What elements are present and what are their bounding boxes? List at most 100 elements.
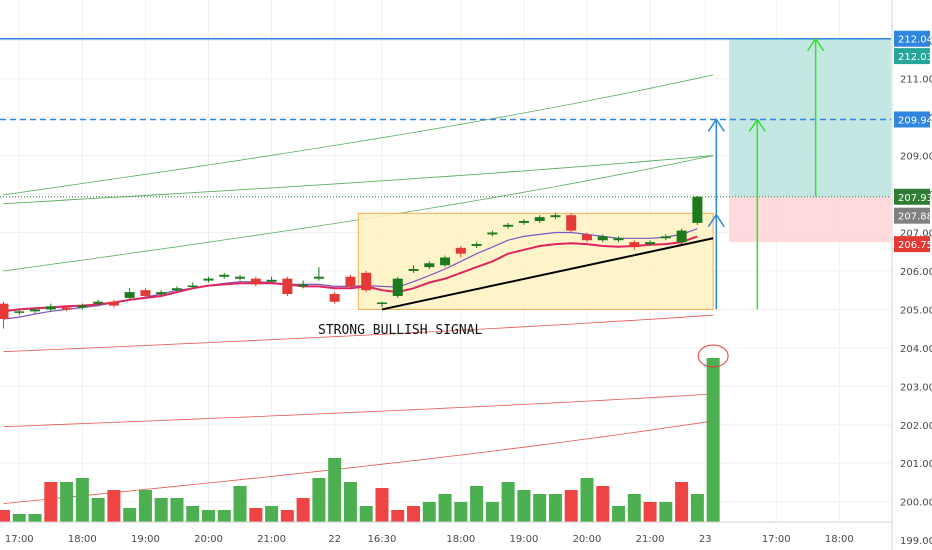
time-tick: 20:00 [573,534,602,545]
volume-bar [123,508,137,522]
time-tick: 21:00 [257,534,286,545]
volume-bar [91,498,105,522]
price-tick: 204.00 [900,344,932,355]
arrow-head [748,118,766,132]
candle-body [203,278,214,281]
time-tick: 19:00 [131,534,160,545]
price-axis[interactable]: 199.00 200.00 201.00 202.00 203.00 204.00 205.… [891,0,932,550]
band-line [3,155,714,205]
volume-bar [612,506,626,522]
trendline [381,237,714,311]
volume-bar [343,482,357,522]
candle-body [376,302,387,304]
volume-bar [186,506,200,522]
candle-body [77,305,88,308]
time-tick: 18:00 [825,534,854,545]
price-label-text: 209.94 [898,115,932,126]
volume-bar [675,482,689,522]
price-axis-bg [892,0,932,550]
price-label-text: 207.88 [898,212,932,223]
price-label-box [894,207,930,224]
volume-bar [533,494,547,522]
candle-body [187,285,198,288]
candle-body [361,272,372,291]
candle-body [613,238,624,241]
volume-bar [643,502,657,522]
volume-bar [12,514,26,522]
time-tick: 18:00 [446,534,475,545]
volume-bar [659,502,673,522]
time-tick: 16:30 [368,534,397,545]
volume-bar [407,506,421,522]
candle-body [345,276,356,287]
volume-bar [249,508,263,522]
price-tick: 207.00 [900,229,932,240]
candle-body [156,292,167,295]
signal-annotation: STRONG BULLISH SIGNAL [318,323,483,338]
volume-bar [217,510,231,522]
ma-red-line [3,235,698,313]
candle-body [424,263,435,268]
band-line [3,74,714,196]
volume-bar [454,502,468,522]
candle-body [282,278,293,295]
volume-bar [202,510,216,522]
volume-bar [627,494,641,522]
price-label-text: 212.04 [898,35,932,46]
candle-body [487,232,498,235]
candle-body [219,274,230,277]
volume-bar [75,478,89,522]
candle-body [30,309,41,312]
price-tick: 201.00 [900,459,932,470]
candle-body [266,279,277,282]
volume-bar [706,358,720,522]
volume-bar [438,494,452,522]
candle-body [471,244,482,246]
time-tick: 22 [328,534,341,545]
volume-bar [501,482,515,522]
candle-body [250,278,261,285]
range-box [357,212,714,310]
volume-bar [548,494,562,522]
band-line [3,420,714,504]
time-axis-bg [0,522,891,550]
time-axis[interactable]: 17:00 18:00 19:00 20:00 21:00 22 16:30 18:00 19:… [0,521,891,550]
volume-bar [485,502,499,522]
price-label-box [894,48,930,65]
candle-body [329,294,340,302]
candle-body [503,224,514,227]
volume-bar [138,490,152,522]
price-label-text: 212.03 [898,52,932,63]
volume-bar [28,514,42,522]
candle-body [534,217,545,221]
arrow-head [707,118,725,132]
price-tick: 211.00 [900,75,932,86]
candle-body [140,290,151,296]
price-tick: 203.00 [900,382,932,393]
price-label-text: 207.93 [898,193,932,204]
volume-bar [517,490,531,522]
price-tick: 199.00 [900,536,932,547]
volume-bar [44,482,58,522]
price-label-box [894,236,930,253]
candle-body [645,242,656,245]
candle-body [629,242,640,248]
target-zone-profit [728,38,891,197]
candle-body [298,284,309,287]
arrow-head [707,213,725,228]
price-tick: 205.00 [900,305,932,316]
candle-body [550,215,561,218]
time-tick: 23 [699,534,712,545]
candle-body [440,257,451,266]
time-tick: 20:00 [194,534,223,545]
price-tick: 202.00 [900,421,932,432]
time-tick: 21:00 [636,534,665,545]
volume-bar [296,498,310,522]
candle-body [0,303,9,320]
volume-bars [0,358,720,522]
candlesticks [0,195,703,329]
volume-bar [265,506,279,522]
candle-body [692,196,703,223]
level-lines [0,37,891,198]
